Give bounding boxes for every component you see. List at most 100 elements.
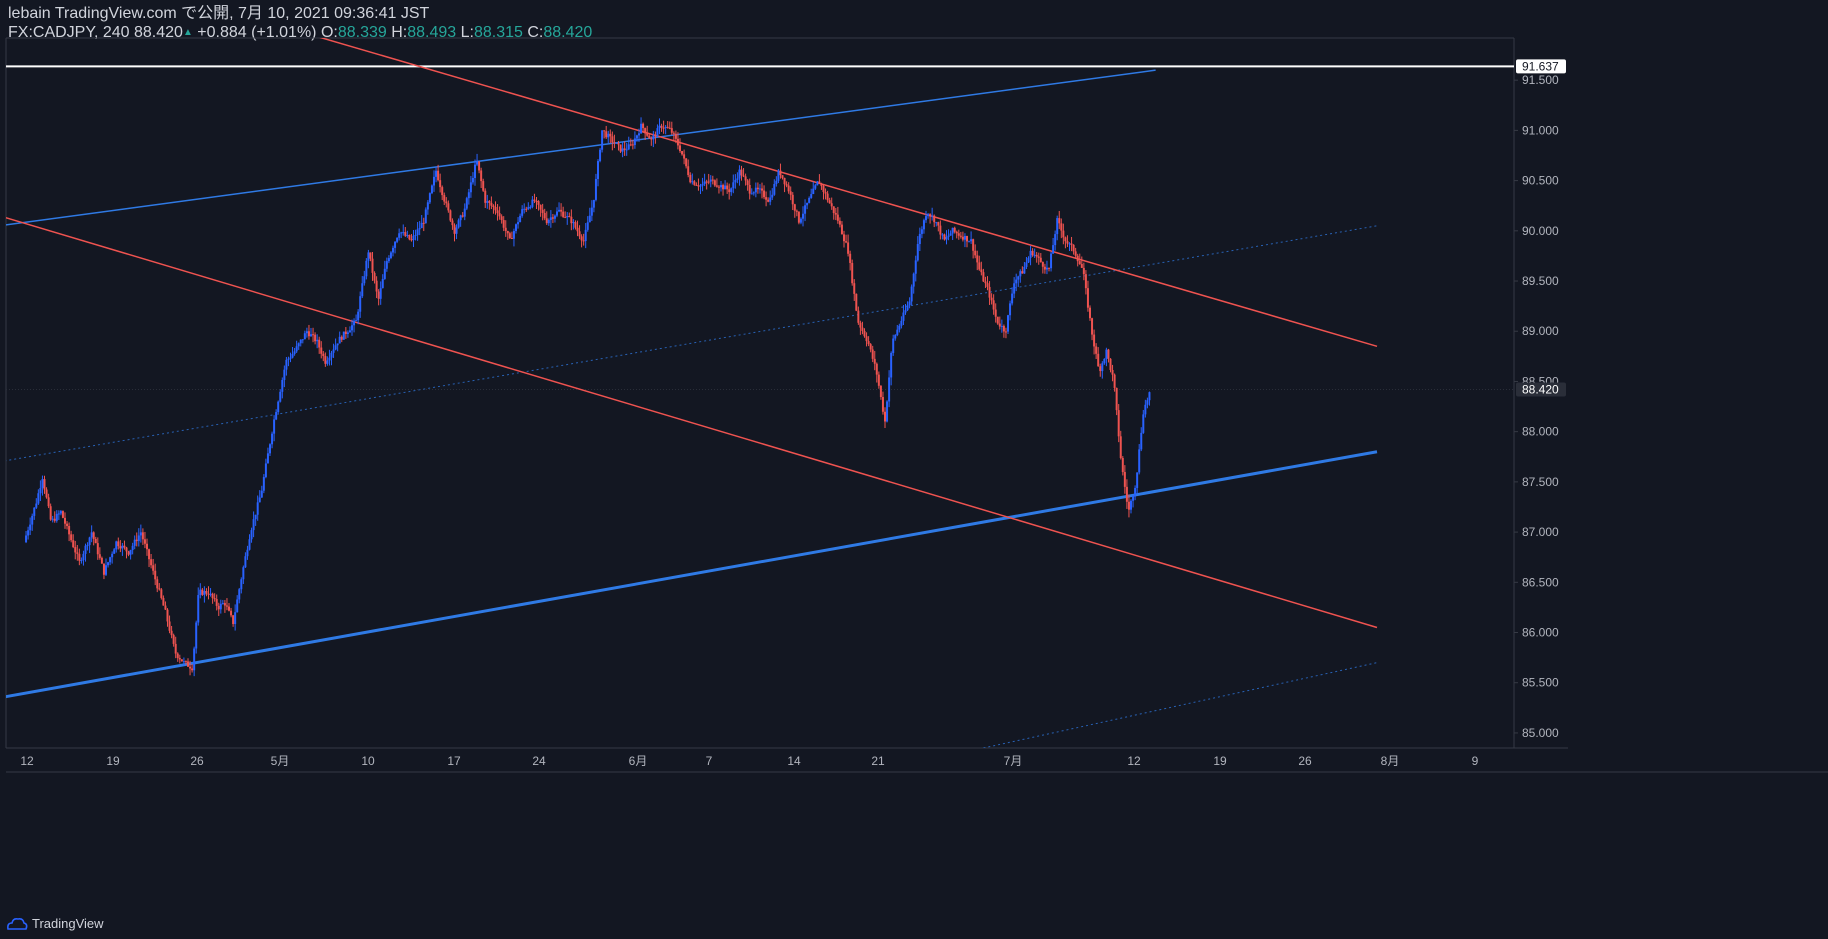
candle-body-124 bbox=[279, 391, 282, 402]
candle-body-317 bbox=[674, 133, 677, 139]
candle-body-272 bbox=[582, 240, 585, 242]
candle-body-211 bbox=[457, 220, 460, 228]
candle-body-92 bbox=[213, 598, 216, 600]
x-tick-label-9: 14 bbox=[787, 754, 801, 768]
candle-body-301 bbox=[642, 123, 645, 129]
candle-body-33 bbox=[92, 532, 95, 539]
candle-body-223 bbox=[482, 181, 485, 191]
candle-body-68 bbox=[164, 605, 167, 610]
candle-body-36 bbox=[98, 554, 101, 558]
candle-body-119 bbox=[269, 444, 271, 454]
candle-body-411 bbox=[867, 341, 870, 345]
candle-body-433 bbox=[912, 273, 915, 287]
candle-body-383 bbox=[810, 194, 813, 198]
candle-body-130 bbox=[291, 353, 294, 358]
candle-body-306 bbox=[652, 135, 655, 140]
candle-body-168 bbox=[369, 252, 372, 259]
candle-body-505 bbox=[1060, 223, 1063, 231]
candle-body-401 bbox=[847, 242, 850, 254]
candle-body-471 bbox=[990, 297, 993, 301]
candle-body-57 bbox=[141, 532, 144, 540]
candle-body-488 bbox=[1025, 262, 1028, 267]
candle-body-14 bbox=[53, 518, 56, 521]
publish-info: lebain TradingView.com で公開, 7月 10, 2021 … bbox=[8, 5, 430, 22]
candle-body-38 bbox=[102, 563, 105, 575]
candle-body-484 bbox=[1017, 276, 1020, 280]
candle-body-338 bbox=[717, 186, 720, 188]
close-label: C: bbox=[527, 24, 544, 41]
candle-body-472 bbox=[992, 300, 995, 310]
candle-body-458 bbox=[963, 235, 966, 240]
candle-body-263 bbox=[564, 216, 567, 218]
candle-body-544 bbox=[1140, 432, 1143, 450]
trendlines[interactable] bbox=[0, 30, 1514, 748]
candle-body-277 bbox=[592, 199, 595, 208]
candle-body-268 bbox=[574, 222, 577, 228]
candle-body-233 bbox=[502, 220, 505, 228]
candle-body-396 bbox=[836, 214, 839, 221]
candle-body-368 bbox=[779, 170, 782, 176]
candle-body-356 bbox=[754, 187, 757, 193]
candle-body-235 bbox=[506, 230, 509, 234]
candle-body-44 bbox=[115, 541, 118, 550]
candle-body-491 bbox=[1031, 250, 1034, 256]
candle-body-361 bbox=[765, 197, 768, 200]
candle-body-313 bbox=[666, 126, 669, 128]
candle-body-427 bbox=[900, 320, 903, 326]
candle-body-305 bbox=[650, 138, 653, 140]
candle-body-532 bbox=[1115, 387, 1118, 411]
candle-body-75 bbox=[178, 657, 181, 660]
candle-body-104 bbox=[238, 589, 241, 600]
candle-body-425 bbox=[896, 329, 899, 336]
open-label: O: bbox=[320, 24, 338, 41]
candle-body-159 bbox=[351, 325, 353, 331]
candle-body-336 bbox=[713, 180, 716, 186]
candle-body-468 bbox=[984, 281, 987, 284]
candle-body-333 bbox=[707, 181, 710, 183]
candle-body-16 bbox=[57, 513, 60, 515]
candle-body-85 bbox=[199, 589, 202, 596]
candle-body-371 bbox=[785, 184, 788, 186]
candle-body-295 bbox=[629, 144, 632, 146]
candle-body-63 bbox=[154, 570, 157, 580]
y-tick-label-4: 89.500 bbox=[1522, 274, 1559, 288]
x-tick-label-7: 6月 bbox=[629, 754, 648, 768]
candle-body-96 bbox=[221, 603, 224, 605]
candle-body-183 bbox=[400, 232, 403, 234]
candle-body-464 bbox=[976, 255, 979, 263]
candle-body-170 bbox=[373, 272, 376, 281]
candle-body-218 bbox=[471, 178, 474, 183]
candle-body-251 bbox=[539, 204, 542, 210]
candle-body-195 bbox=[424, 209, 427, 224]
candle-body-166 bbox=[365, 260, 368, 277]
candle-body-143 bbox=[318, 339, 321, 348]
candle-body-129 bbox=[289, 357, 292, 359]
candle-body-365 bbox=[773, 184, 776, 195]
candle-body-346 bbox=[734, 179, 737, 183]
candle-body-256 bbox=[549, 217, 552, 221]
tradingview-brand[interactable]: TradingView bbox=[6, 916, 104, 931]
candle-body-490 bbox=[1029, 250, 1032, 258]
candle-body-155 bbox=[342, 331, 345, 340]
candle-body-273 bbox=[584, 229, 587, 241]
candle-body-513 bbox=[1076, 255, 1079, 262]
candle-body-455 bbox=[957, 233, 960, 236]
candle-body-88 bbox=[205, 590, 208, 594]
candle-body-521 bbox=[1093, 334, 1096, 347]
y-tick-label-3: 90.000 bbox=[1522, 224, 1559, 238]
candle-body-271 bbox=[580, 236, 583, 241]
candle-body-7 bbox=[39, 487, 42, 494]
symbol-label[interactable]: FX:CADJPY, 240 bbox=[8, 24, 130, 41]
candle-body-435 bbox=[916, 244, 919, 261]
candle-body-18 bbox=[61, 511, 64, 518]
candle-body-448 bbox=[943, 234, 946, 240]
candle-body-489 bbox=[1027, 257, 1030, 263]
candle-body-465 bbox=[978, 262, 981, 270]
candle-body-173 bbox=[379, 288, 382, 299]
candle-body-260 bbox=[558, 209, 561, 212]
candle-body-101 bbox=[232, 615, 235, 625]
candle-body-126 bbox=[283, 369, 286, 380]
candle-body-40 bbox=[107, 562, 110, 566]
candle-body-47 bbox=[121, 545, 124, 549]
